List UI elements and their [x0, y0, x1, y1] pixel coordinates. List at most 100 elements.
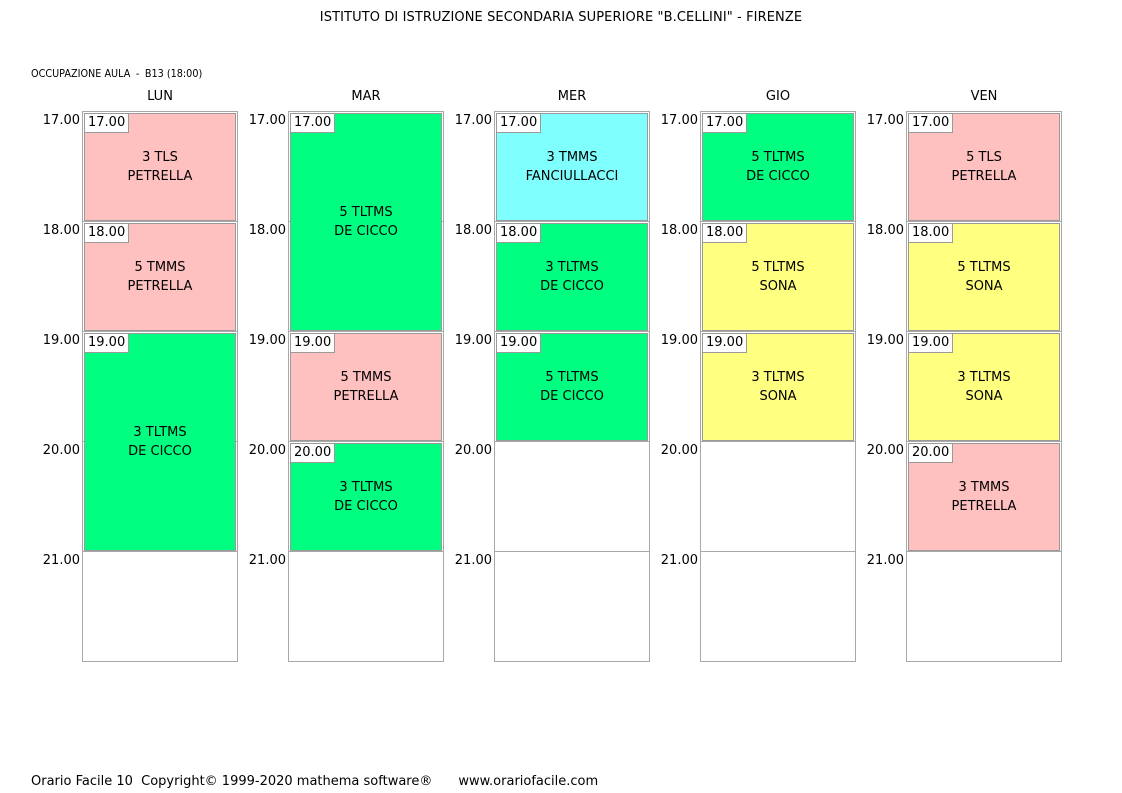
lesson-block[interactable]: 19.00 5 TLTMS DE CICCO: [496, 333, 648, 441]
lesson-start-time: 19.00: [497, 334, 542, 353]
lesson-block[interactable]: 18.00 3 TLTMS DE CICCO: [496, 223, 648, 331]
lesson-content: 3 TLTMS DE CICCO: [497, 258, 647, 296]
lesson-class: 3 TLTMS: [339, 480, 393, 495]
lesson-block[interactable]: 18.00 5 TLTMS SONA: [908, 223, 1060, 331]
lesson-class: 5 TLTMS: [751, 260, 805, 275]
lesson-class: 3 TMMS: [546, 150, 598, 165]
lesson-content: 5 TLTMS DE CICCO: [291, 203, 441, 241]
website-link[interactable]: www.orariofacile.com: [458, 774, 599, 789]
time-label: 18.00: [660, 223, 698, 238]
lesson-start-time: 17.00: [291, 114, 336, 133]
time-label: 17.00: [42, 113, 80, 128]
lesson-start-time: 19.00: [703, 334, 748, 353]
time-label: 17.00: [866, 113, 904, 128]
lesson-start-time: 19.00: [291, 334, 336, 353]
lesson-start-time: 17.00: [703, 114, 748, 133]
lesson-block[interactable]: 19.00 3 TLTMS SONA: [908, 333, 1060, 441]
time-label: 20.00: [42, 443, 80, 458]
lesson-start-time: 20.00: [909, 444, 954, 463]
lesson-block[interactable]: 19.00 3 TLTMS DE CICCO: [84, 333, 236, 551]
page-title: ISTITUTO DI ISTRUZIONE SECONDARIA SUPERI…: [319, 10, 803, 25]
lesson-teacher: DE CICCO: [540, 389, 604, 404]
hour-gridline: [907, 551, 1061, 552]
lesson-class: 5 TLTMS: [751, 150, 805, 165]
lesson-content: 3 TLTMS SONA: [703, 368, 853, 406]
lesson-class: 3 TLTMS: [545, 260, 599, 275]
lesson-start-time: 18.00: [703, 224, 748, 243]
time-label: 20.00: [248, 443, 286, 458]
day-header: MAR: [351, 89, 381, 104]
lesson-class: 5 TMMS: [340, 370, 392, 385]
lesson-class: 5 TLS: [966, 150, 1002, 165]
time-label: 19.00: [660, 333, 698, 348]
lesson-block[interactable]: 19.00 5 TMMS PETRELLA: [290, 333, 442, 441]
time-label: 21.00: [866, 553, 904, 568]
lesson-class: 5 TMMS: [134, 260, 186, 275]
hour-gridline: [495, 221, 649, 222]
lesson-teacher: DE CICCO: [334, 499, 398, 514]
time-label: 19.00: [454, 333, 492, 348]
lesson-class: 3 TLTMS: [751, 370, 805, 385]
hour-gridline: [907, 331, 1061, 332]
hour-gridline: [907, 441, 1061, 442]
room-label: B13 (18:00): [144, 68, 203, 80]
lesson-start-time: 20.00: [291, 444, 336, 463]
lesson-block[interactable]: 18.00 5 TMMS PETRELLA: [84, 223, 236, 331]
lesson-start-time: 17.00: [909, 114, 954, 133]
lesson-block[interactable]: 17.00 5 TLTMS DE CICCO: [702, 113, 854, 221]
lesson-start-time: 18.00: [497, 224, 542, 243]
lesson-content: 3 TLTMS DE CICCO: [85, 423, 235, 461]
time-label: 20.00: [866, 443, 904, 458]
hour-gridline: [701, 221, 855, 222]
time-label: 18.00: [866, 223, 904, 238]
time-label: 18.00: [42, 223, 80, 238]
lesson-content: 3 TMMS PETRELLA: [909, 478, 1059, 516]
lesson-class: 5 TLTMS: [957, 260, 1011, 275]
hour-gridline: [83, 551, 237, 552]
time-label: 19.00: [42, 333, 80, 348]
lesson-block[interactable]: 17.00 3 TMMS FANCIULLACCI: [496, 113, 648, 221]
day-grid: 17.00 3 TLS PETRELLA 18.00 5 TMMS PETRELLA 19.…: [82, 111, 238, 662]
footer: Orario Facile 10 Copyright© 1999-2020 ma…: [31, 774, 598, 789]
hour-gridline: [83, 221, 237, 222]
lesson-start-time: 19.00: [909, 334, 954, 353]
lesson-teacher: SONA: [965, 389, 1003, 404]
hour-gridline: [83, 331, 237, 332]
lesson-start-time: 18.00: [85, 224, 130, 243]
lesson-start-time: 17.00: [497, 114, 542, 133]
time-label: 18.00: [248, 223, 286, 238]
lesson-block[interactable]: 17.00 3 TLS PETRELLA: [84, 113, 236, 221]
time-label: 19.00: [248, 333, 286, 348]
lesson-content: 5 TLTMS DE CICCO: [703, 148, 853, 186]
lesson-content: 3 TLTMS DE CICCO: [291, 478, 441, 516]
lesson-teacher: DE CICCO: [128, 444, 192, 459]
hour-gridline: [701, 551, 855, 552]
lesson-block[interactable]: 20.00 3 TLTMS DE CICCO: [290, 443, 442, 551]
hour-gridline: [701, 441, 855, 442]
time-label: 17.00: [660, 113, 698, 128]
lesson-block[interactable]: 19.00 3 TLTMS SONA: [702, 333, 854, 441]
lesson-class: 3 TLTMS: [133, 425, 187, 440]
lesson-teacher: SONA: [759, 279, 797, 294]
lesson-teacher: DE CICCO: [746, 169, 810, 184]
day-grid: 17.00 5 TLTMS DE CICCO 18.00 5 TLTMS SONA 19.0…: [700, 111, 856, 662]
lesson-block[interactable]: 20.00 3 TMMS PETRELLA: [908, 443, 1060, 551]
lesson-teacher: SONA: [759, 389, 797, 404]
copyright-text: Orario Facile 10 Copyright© 1999-2020 ma…: [31, 774, 433, 789]
day-header: GIO: [765, 89, 791, 104]
lesson-block[interactable]: 17.00 5 TLS PETRELLA: [908, 113, 1060, 221]
time-label: 20.00: [454, 443, 492, 458]
lesson-teacher: PETRELLA: [127, 279, 193, 294]
day-header: VEN: [970, 89, 998, 104]
time-label: 21.00: [42, 553, 80, 568]
occupancy-label: OCCUPAZIONE AULA: [31, 68, 131, 80]
lesson-block[interactable]: 17.00 5 TLTMS DE CICCO: [290, 113, 442, 331]
lesson-content: 3 TLTMS SONA: [909, 368, 1059, 406]
lesson-teacher: FANCIULLACCI: [525, 169, 619, 184]
lesson-content: 5 TLTMS DE CICCO: [497, 368, 647, 406]
lesson-block[interactable]: 18.00 5 TLTMS SONA: [702, 223, 854, 331]
lesson-teacher: PETRELLA: [333, 389, 399, 404]
lesson-class: 3 TLTMS: [957, 370, 1011, 385]
hour-gridline: [907, 221, 1061, 222]
lesson-content: 5 TLS PETRELLA: [909, 148, 1059, 186]
